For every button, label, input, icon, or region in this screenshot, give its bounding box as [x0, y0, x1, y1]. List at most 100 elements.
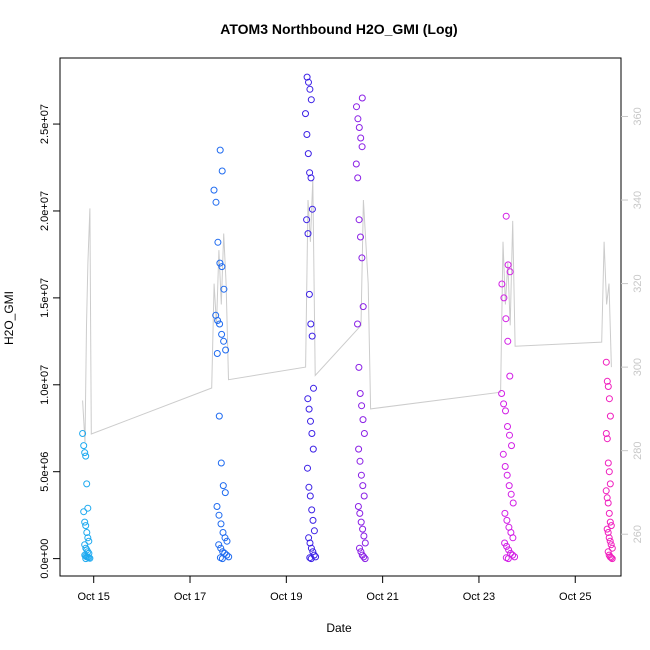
data-point: [306, 169, 314, 177]
data-point: [357, 471, 365, 479]
data-point: [509, 499, 517, 507]
data-point: [602, 430, 610, 437]
theta-line: [82, 179, 612, 443]
data-point: [218, 167, 226, 175]
data-point: [603, 435, 611, 443]
data-point: [215, 511, 223, 519]
data-point: [305, 483, 313, 491]
data-point: [602, 487, 610, 495]
data-point: [504, 423, 511, 430]
data-point: [304, 395, 312, 403]
data-point: [359, 525, 367, 533]
data-point: [308, 205, 316, 213]
data-point: [360, 532, 368, 540]
data-point: [307, 544, 315, 552]
data-point: [355, 445, 363, 453]
data-point: [305, 534, 313, 542]
data-point: [604, 459, 612, 467]
data-point: [602, 358, 610, 366]
data-point: [307, 555, 315, 563]
data-point: [214, 317, 222, 324]
data-point: [217, 520, 225, 528]
data-point: [355, 124, 363, 131]
data-point: [503, 516, 511, 524]
data-point: [84, 504, 92, 512]
data-point: [359, 416, 367, 424]
data-point: [216, 259, 224, 267]
data-point: [303, 131, 311, 138]
data-point: [221, 534, 229, 542]
data-point: [606, 537, 614, 545]
data-point: [361, 539, 369, 547]
data-point: [501, 539, 509, 547]
data-point: [356, 457, 364, 465]
data-point: [306, 539, 314, 547]
data-point: [506, 268, 514, 276]
data-point: [604, 499, 612, 507]
data-point: [223, 551, 231, 559]
data-point: [302, 110, 309, 118]
data-point: [307, 174, 315, 182]
data-point: [216, 146, 224, 154]
data-point: [219, 548, 227, 556]
data-point: [511, 553, 519, 561]
data-point: [309, 445, 317, 453]
data-point: [310, 384, 317, 392]
y2-tick-label: 300: [632, 358, 644, 376]
y-tick-label: 2.5e+07: [39, 104, 51, 144]
data-point: [82, 544, 90, 552]
data-point: [506, 372, 514, 380]
data-point: [603, 494, 611, 502]
data-point: [605, 509, 613, 517]
data-point: [358, 254, 366, 262]
y2-tick-label: 340: [632, 191, 644, 209]
data-point: [509, 551, 517, 559]
data-point: [220, 337, 228, 345]
data-point: [507, 490, 515, 498]
data-point: [360, 553, 368, 561]
data-point: [360, 492, 368, 500]
data-point: [219, 482, 227, 490]
data-point: [218, 263, 226, 271]
x-tick-label: Oct 23: [463, 591, 495, 603]
data-point: [223, 537, 231, 545]
y2-tick-label: 360: [632, 107, 644, 125]
data-point: [217, 544, 225, 552]
data-point: [306, 492, 314, 500]
x-axis-label: Date: [326, 621, 352, 635]
data-point: [501, 509, 509, 517]
data-point: [214, 238, 222, 246]
data-point: [354, 503, 362, 510]
y-tick-label: 1.5e+07: [39, 278, 51, 318]
y-axis-label: H2O_GMI: [2, 291, 16, 345]
data-point: [310, 527, 318, 535]
data-point: [603, 377, 611, 385]
data-point: [505, 482, 513, 490]
data-point: [83, 480, 91, 488]
data-point: [504, 337, 512, 345]
h2o-point-series: [79, 73, 616, 563]
data-point: [607, 522, 615, 530]
y-tick-label: 2.0e+07: [39, 191, 51, 231]
data-point: [499, 450, 507, 458]
primary-y-axis: 0.0e+00 5.0e+06 1.0e+07 1.5e+07 2.0e+07 2.5e+…: [39, 104, 60, 579]
x-tick-label: Oct 25: [559, 591, 591, 603]
data-point: [357, 233, 364, 241]
x-tick-label: Oct 17: [174, 591, 206, 603]
data-point: [503, 542, 511, 550]
y-tick-label: 1.0e+07: [39, 365, 51, 405]
y2-tick-label: 280: [632, 441, 644, 459]
y-tick-label: 0.0e+00: [39, 539, 51, 579]
data-point: [355, 363, 363, 371]
data-point: [220, 285, 228, 293]
data-point: [305, 290, 313, 298]
data-point: [608, 544, 616, 552]
data-point: [308, 332, 316, 340]
data-point: [304, 464, 311, 472]
data-point: [355, 216, 363, 224]
data-point: [358, 143, 366, 151]
data-point: [309, 548, 317, 556]
data-point: [354, 174, 362, 182]
data-point: [607, 554, 615, 562]
